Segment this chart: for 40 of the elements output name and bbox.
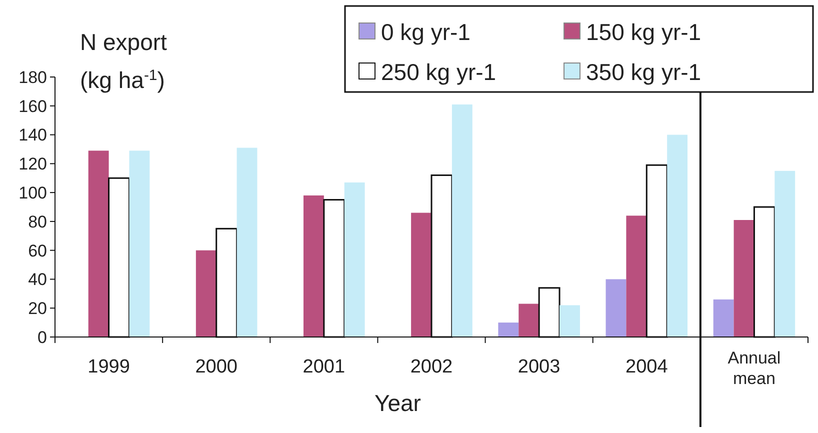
x-axis-title: Year: [374, 390, 422, 416]
legend-label: 250 kg yr-1: [381, 59, 496, 86]
x-tick-label: 2004: [626, 356, 668, 378]
x-tick-label: 2002: [410, 356, 453, 378]
y-tick-label: 120: [18, 154, 47, 174]
bar: [129, 150, 150, 337]
x-tick-label: 2001: [302, 356, 346, 378]
bar: [303, 195, 324, 337]
x-tick-label: 2000: [195, 356, 238, 378]
bar: [452, 104, 472, 337]
x-tick-label: Annual mean: [728, 348, 781, 388]
y-tick-label: 180: [18, 68, 47, 87]
x-tick-label: 1999: [88, 356, 130, 378]
bar: [196, 250, 216, 337]
bar: [344, 182, 365, 337]
bar: [411, 212, 432, 337]
bar: [734, 220, 754, 337]
y-tick-label: 140: [18, 126, 47, 145]
y-tick-label: 0: [38, 328, 47, 347]
y-tick-label: 60: [28, 241, 47, 260]
bar: [667, 134, 688, 337]
legend-label: 150 kg yr-1: [586, 19, 702, 46]
bar: [88, 150, 109, 337]
bar: [560, 305, 580, 337]
y-tick-label: 20: [28, 299, 47, 318]
bar: [606, 279, 626, 337]
bar: [626, 216, 647, 337]
y-tick-label: 40: [28, 270, 47, 290]
bar: [774, 170, 796, 337]
y-tick-label: 100: [18, 184, 47, 203]
bar: [713, 299, 734, 337]
x-tick-label: 2003: [518, 356, 560, 378]
bar: [518, 304, 540, 337]
y-tick-label: 80: [28, 212, 47, 232]
y-axis-title: N export (kg ha$^{-1}$): [80, 29, 168, 93]
legend-label: 350 kg yr-1: [586, 59, 702, 86]
legend-label: 0 kg yr-1: [381, 19, 470, 46]
bar: [498, 322, 519, 337]
bar: [236, 148, 258, 337]
y-tick-label: 160: [18, 96, 47, 116]
